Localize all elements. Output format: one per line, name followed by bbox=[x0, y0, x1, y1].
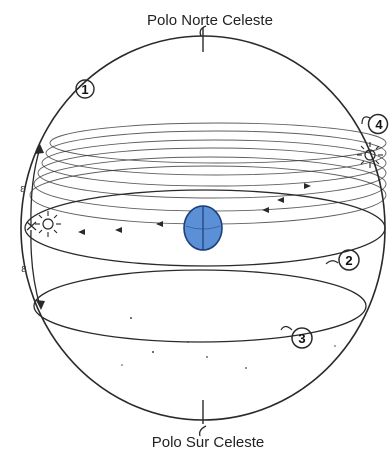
background-stars bbox=[121, 317, 336, 369]
arrow-marker bbox=[262, 207, 269, 213]
marker-4: 4 bbox=[361, 113, 389, 135]
arrow-down bbox=[36, 300, 45, 310]
obliquity-bracket: ε ε bbox=[20, 144, 45, 310]
svg-text:1: 1 bbox=[81, 82, 88, 97]
bracket-tick bbox=[26, 221, 37, 231]
svg-text:4: 4 bbox=[375, 117, 383, 132]
marker-1: 1 bbox=[75, 79, 95, 99]
arrow-marker bbox=[156, 221, 163, 227]
sun-icon bbox=[35, 211, 61, 237]
south-pole-hook bbox=[198, 425, 207, 437]
star-dot bbox=[245, 367, 247, 369]
sun-icon bbox=[357, 142, 383, 168]
star-dot bbox=[206, 356, 208, 358]
celestial-equator bbox=[24, 189, 386, 267]
arrow-marker bbox=[78, 229, 85, 235]
arrow-marker bbox=[304, 183, 311, 189]
arrow-up bbox=[35, 144, 44, 154]
earth-icon bbox=[183, 205, 223, 251]
arrow-marker bbox=[277, 197, 284, 203]
obliquity-arc-lower bbox=[30, 229, 41, 307]
svg-text:3: 3 bbox=[298, 331, 305, 346]
star-dot bbox=[130, 317, 132, 319]
star-dot bbox=[121, 364, 123, 366]
south-pole-label: Polo Sur Celeste bbox=[152, 434, 265, 451]
star-dot bbox=[187, 341, 189, 343]
svg-text:2: 2 bbox=[345, 253, 352, 268]
star-dot bbox=[334, 345, 336, 347]
epsilon-lower: ε bbox=[21, 262, 27, 275]
star-dot bbox=[152, 351, 154, 353]
daily-path-ring bbox=[45, 130, 387, 176]
daily-path-ring bbox=[37, 147, 387, 199]
marker-3: 3 bbox=[280, 325, 313, 349]
north-pole-hook bbox=[199, 25, 207, 37]
north-pole-label: Polo Norte Celeste bbox=[147, 12, 273, 29]
daily-path-ring bbox=[49, 122, 387, 164]
direction-arrows bbox=[78, 183, 311, 235]
obliquity-arc-upper bbox=[30, 147, 41, 227]
marker-2: 2 bbox=[325, 249, 360, 271]
daily-path-ring bbox=[33, 156, 387, 212]
epsilon-upper: ε bbox=[20, 182, 26, 195]
lower-plane bbox=[33, 269, 367, 343]
daily-path-ring bbox=[41, 139, 387, 187]
arrow-marker bbox=[115, 227, 122, 233]
